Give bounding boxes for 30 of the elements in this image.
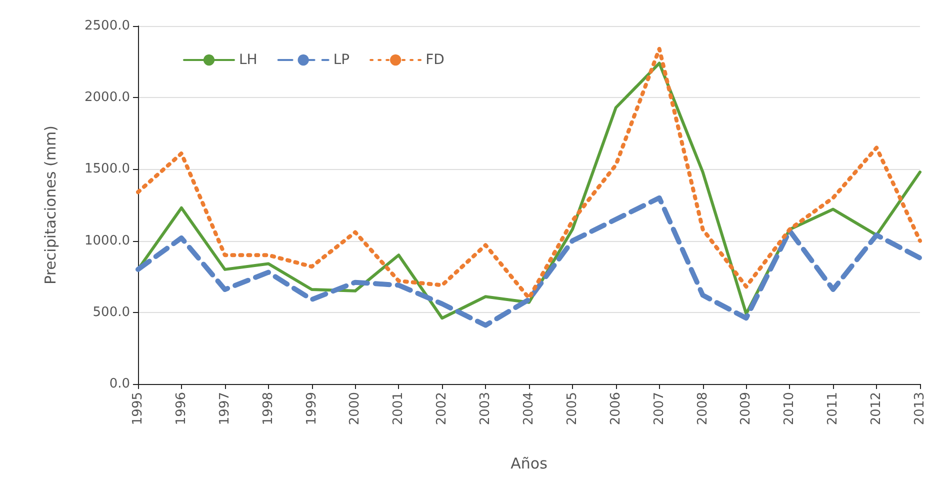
x-tick-label: 2009 bbox=[738, 392, 754, 426]
y-axis-title: Precipitaciones (mm) bbox=[42, 126, 60, 284]
legend-label: LH bbox=[239, 52, 258, 68]
y-tick-label: 1000.0 bbox=[84, 233, 130, 248]
x-tick-label: 2002 bbox=[434, 392, 450, 426]
y-tick-label: 1500.0 bbox=[84, 162, 130, 177]
x-tick-label: 2013 bbox=[912, 392, 928, 426]
y-tick-label: 2500.0 bbox=[84, 18, 130, 34]
x-tick-label: 2001 bbox=[391, 392, 406, 426]
x-tick-label: 2010 bbox=[782, 392, 798, 426]
x-tick-label: 2007 bbox=[652, 392, 667, 426]
x-tick-label: 2005 bbox=[564, 392, 580, 426]
x-tick-label: 2006 bbox=[608, 392, 624, 426]
x-tick-label: 1995 bbox=[130, 392, 146, 426]
x-tick-label: 1998 bbox=[260, 392, 276, 426]
x-tick-label: 2008 bbox=[695, 392, 710, 426]
y-tick-label: 500.0 bbox=[92, 304, 130, 320]
x-axis-title: Años bbox=[510, 454, 548, 472]
legend-label: LP bbox=[333, 52, 350, 68]
x-tick-label: 1999 bbox=[304, 392, 320, 426]
x-tick-label: 2000 bbox=[348, 392, 363, 426]
x-tick-label: 2004 bbox=[522, 392, 536, 426]
y-tick-label: 0.0 bbox=[109, 376, 130, 392]
legend-label: FD bbox=[426, 52, 444, 68]
x-tick-label: 1997 bbox=[217, 392, 232, 426]
x-tick-label: 2012 bbox=[869, 392, 884, 426]
x-tick-label: 2011 bbox=[826, 392, 841, 426]
x-tick-label: 2003 bbox=[478, 392, 494, 426]
x-tick-label: 1996 bbox=[174, 392, 189, 426]
y-tick-label: 2000.0 bbox=[84, 90, 130, 106]
